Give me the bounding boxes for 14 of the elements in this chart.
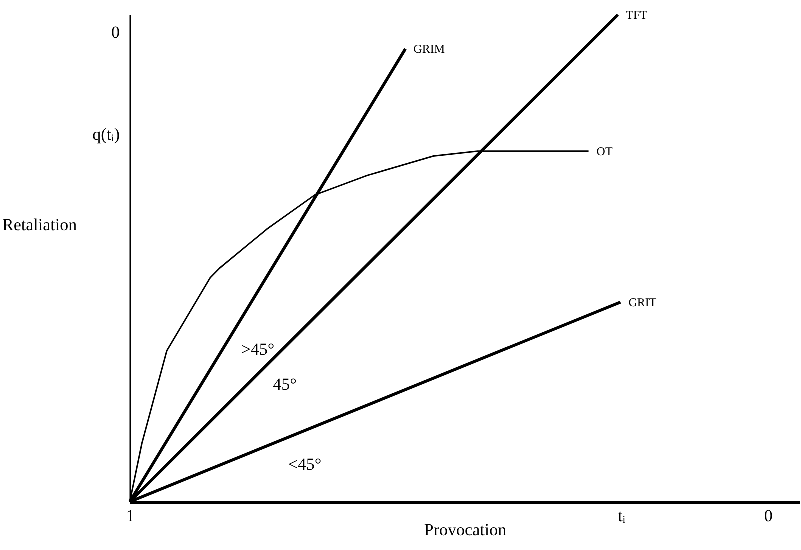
series-label: GRIM [414, 42, 446, 56]
x-tick-label: 0 [764, 506, 773, 526]
text: 0 [112, 23, 120, 42]
series-label: TFT [626, 8, 648, 22]
annotation: <45° [288, 455, 322, 474]
text: q(tᵢ) [92, 125, 120, 144]
annotation: >45° [241, 340, 275, 359]
annotation: 45° [273, 375, 297, 394]
x-tick-label: tᵢ [618, 506, 626, 526]
y-axis-title: Retaliation [2, 216, 78, 235]
x-tick-label: 1 [126, 506, 135, 526]
series-label: OT [596, 144, 614, 158]
series-label: GRIT [628, 295, 658, 310]
x-axis-title: Provocation [424, 520, 508, 540]
